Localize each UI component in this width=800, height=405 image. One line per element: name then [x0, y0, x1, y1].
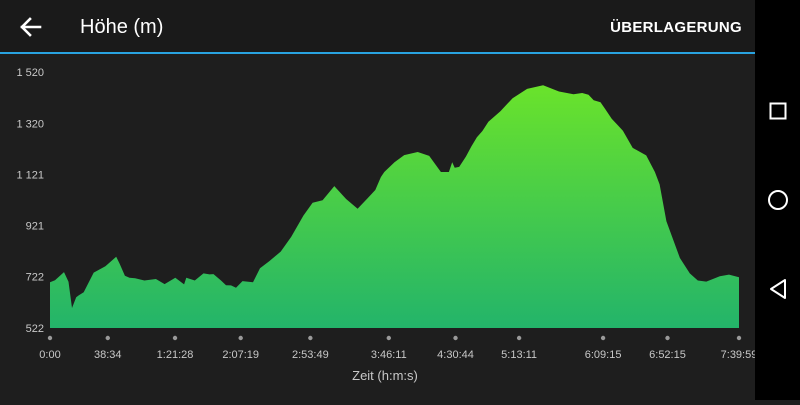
overlay-button[interactable]: ÜBERLAGERUNG [610, 19, 742, 36]
x-tick-dot [172, 335, 178, 341]
y-tick-label: 1 121 [16, 169, 44, 181]
x-tick-dot [736, 335, 742, 341]
x-tick-label: 0:00 [39, 349, 60, 361]
x-axis: 0:00 38:34 1:21:28 2:07:19 2:53:49 3:46:11 4:3… [39, 335, 757, 361]
elevation-chart: 522 722 921 1 121 1 320 1 520 0:00 38:34 1:21:2… [16, 67, 757, 383]
x-tick-dot [665, 335, 670, 341]
y-tick-label: 522 [26, 323, 44, 335]
x-tick-dot [453, 335, 458, 341]
app-bar: Höhe (m) ÜBERLAGERUNG [0, 0, 755, 54]
x-tick-dot [308, 335, 313, 341]
x-tick-dot [47, 335, 53, 341]
y-tick-label: 921 [26, 221, 44, 233]
x-tick-label: 1:21:28 [157, 349, 194, 361]
home-button[interactable] [755, 180, 800, 220]
system-nav-bar [755, 0, 800, 400]
elevation-area [50, 85, 739, 328]
recents-square-icon [769, 102, 786, 120]
back-button[interactable] [14, 10, 48, 44]
x-tick-label: 5:13:11 [501, 349, 537, 361]
x-tick-label: 38:34 [94, 349, 122, 361]
x-tick-label: 6:09:15 [585, 349, 622, 361]
recents-button[interactable] [755, 91, 800, 131]
y-tick-label: 722 [26, 272, 44, 284]
x-tick-dot [238, 335, 243, 341]
elevation-chart-container: 522 722 921 1 121 1 320 1 520 0:00 38:34 1:21:2… [0, 54, 757, 400]
x-tick-dot [516, 335, 522, 341]
y-axis: 522 722 921 1 121 1 320 1 520 [16, 67, 44, 335]
x-tick-label: 4:30:44 [437, 349, 474, 361]
arrow-left-icon [20, 17, 42, 37]
y-tick-label: 1 520 [16, 67, 44, 79]
x-tick-label: 6:52:15 [649, 349, 686, 361]
system-back-button[interactable] [755, 269, 800, 309]
x-axis-label: Zeit (h:m:s) [352, 368, 418, 383]
x-tick-dot [600, 335, 606, 341]
home-circle-icon [767, 190, 788, 210]
x-tick-label: 3:46:11 [371, 349, 407, 361]
x-tick-label: 2:53:49 [292, 349, 329, 361]
x-tick-label: 2:07:19 [222, 349, 259, 361]
plot-area [50, 85, 739, 328]
x-tick-label: 7:39:59 [721, 349, 755, 361]
x-tick-dot [386, 335, 391, 341]
page-title: Höhe (m) [80, 16, 164, 38]
x-tick-dot [105, 335, 110, 341]
y-tick-label: 1 320 [16, 118, 44, 130]
back-triangle-icon [769, 279, 786, 299]
